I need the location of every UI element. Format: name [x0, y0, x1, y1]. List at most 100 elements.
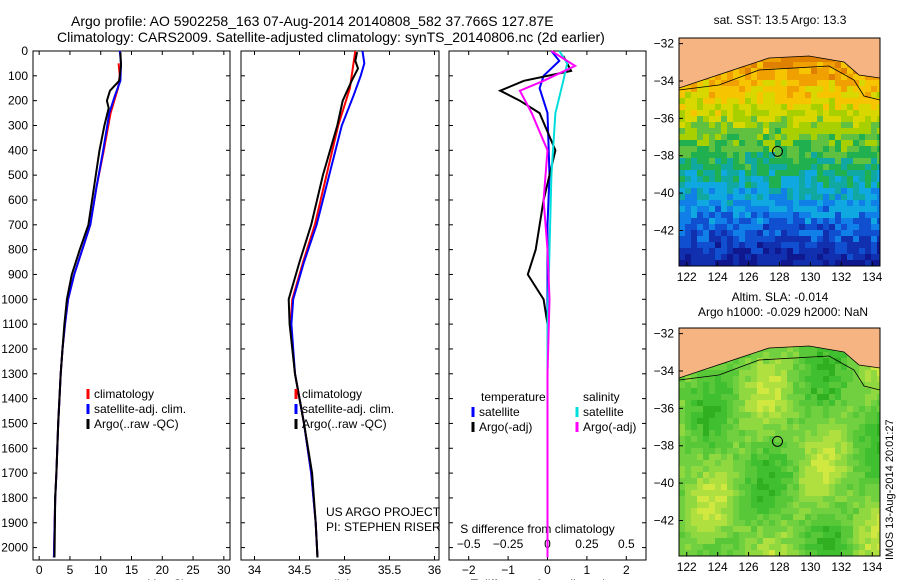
map-cell [811, 532, 817, 538]
map-cell [757, 182, 763, 188]
map-cell [733, 532, 739, 538]
map-cell [697, 116, 703, 122]
map-cell [715, 544, 721, 550]
map-cell [799, 110, 805, 116]
map-cell [787, 110, 793, 116]
map-cell [787, 158, 793, 164]
map-cell [847, 116, 853, 122]
map-cell [871, 104, 877, 110]
map-cell [853, 508, 859, 514]
map-cell [745, 406, 751, 412]
map-cell [691, 182, 697, 188]
map-cell [793, 466, 799, 472]
x-tick-label: 0 [36, 563, 43, 577]
map-cell [691, 400, 697, 406]
map-cell [739, 472, 745, 478]
map-cell [697, 170, 703, 176]
map-cell [757, 490, 763, 496]
map-cell [739, 152, 745, 158]
map-cell [781, 502, 787, 508]
salinity-profile: 3434.53535.536salinityclimatologysatelli… [240, 50, 441, 580]
map-cell [727, 176, 733, 182]
map-cell [835, 436, 841, 442]
map-cell [685, 418, 691, 424]
map-cell [841, 442, 847, 448]
map-cell [703, 514, 709, 520]
map-cell [697, 388, 703, 394]
map-cell [877, 490, 880, 496]
map-cell [793, 176, 799, 182]
map-cell [751, 388, 757, 394]
map-cell [733, 430, 739, 436]
map-cell [793, 346, 799, 352]
map-cell [829, 254, 835, 260]
map-cell [685, 490, 691, 496]
map-cell [871, 478, 877, 484]
map-cell [769, 122, 775, 128]
map-cell [781, 68, 787, 74]
map-cell [805, 514, 811, 520]
map-cell [799, 212, 805, 218]
map-cell [697, 442, 703, 448]
map-cell [817, 490, 823, 496]
map-cell [703, 406, 709, 412]
map-cell [685, 152, 691, 158]
map-cell [859, 508, 865, 514]
map-cell [715, 116, 721, 122]
map-cell [751, 200, 757, 206]
map-cell [709, 376, 715, 382]
map-cell [859, 218, 865, 224]
map-cell [829, 544, 835, 550]
map-cell [751, 242, 757, 248]
map-cell [817, 260, 823, 266]
map-cell [745, 254, 751, 260]
map-cell [793, 418, 799, 424]
map-cell [823, 550, 829, 556]
map-cell [799, 550, 805, 556]
map-cell [727, 442, 733, 448]
map-cell [877, 248, 880, 254]
map-cell [805, 466, 811, 472]
map-cell [787, 394, 793, 400]
map-cell [811, 550, 817, 556]
map-cell [811, 152, 817, 158]
map-cell [763, 236, 769, 242]
map-cell [685, 158, 691, 164]
map-cell [835, 110, 841, 116]
map-cell [877, 200, 880, 206]
map-cell [829, 502, 835, 508]
map-cell [817, 110, 823, 116]
map-cell [727, 484, 733, 490]
map-cell [871, 242, 877, 248]
map-cell [877, 436, 880, 442]
map-cell [721, 520, 727, 526]
map-cell [817, 128, 823, 134]
map-cell [793, 200, 799, 206]
map-cell [871, 448, 877, 454]
y-tick-label: 0 [21, 44, 28, 58]
map-cell [715, 182, 721, 188]
map-cell [685, 98, 691, 104]
map-cell [679, 454, 685, 460]
map-cell [727, 550, 733, 556]
map-cell [775, 478, 781, 484]
map-cell [847, 364, 853, 370]
map-cell [799, 134, 805, 140]
map-cell [787, 164, 793, 170]
map-cell [763, 388, 769, 394]
map-cell [865, 544, 871, 550]
map-cell [727, 460, 733, 466]
map-cell [679, 230, 685, 236]
map-cell [697, 188, 703, 194]
map-cell [763, 80, 769, 86]
map-cell [799, 236, 805, 242]
map-cell [841, 110, 847, 116]
map-cell [715, 242, 721, 248]
map-cell [823, 110, 829, 116]
map-cell [715, 236, 721, 242]
map-cell [781, 164, 787, 170]
map-cell [841, 152, 847, 158]
map-cell [811, 254, 817, 260]
map-cell [859, 418, 865, 424]
y-tick-label: 1900 [1, 516, 28, 530]
